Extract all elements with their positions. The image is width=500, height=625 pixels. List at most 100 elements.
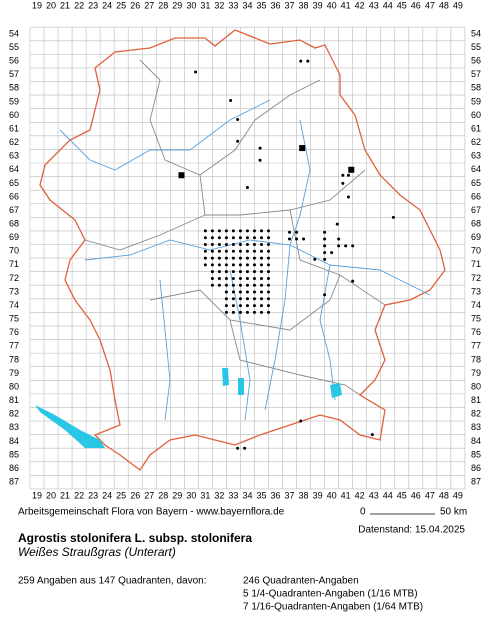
title: Agrostis stolonifera L. subsp. stolonife… <box>18 531 252 545</box>
x-label: 43 <box>369 0 379 10</box>
x-label: 31 <box>200 490 210 500</box>
y-label: 54 <box>9 28 19 38</box>
occurrence-dot <box>337 244 341 248</box>
x-label: 21 <box>60 490 70 500</box>
occurrence-dot <box>258 146 262 150</box>
x-label: 20 <box>46 490 56 500</box>
x-label: 40 <box>327 490 337 500</box>
y-label: 72 <box>471 273 481 283</box>
y-label: 85 <box>9 449 19 459</box>
occurrence-dot <box>288 237 292 241</box>
occurrence-dot <box>259 242 263 246</box>
x-label: 32 <box>214 490 224 500</box>
occurrence-dot <box>245 310 249 314</box>
x-label: 46 <box>411 0 421 10</box>
occurrence-dot <box>245 263 249 267</box>
x-label: 35 <box>256 490 266 500</box>
occurrence-dot <box>259 236 263 240</box>
occurrence-dot <box>245 290 249 294</box>
x-label: 28 <box>158 490 168 500</box>
occurrence-dot <box>252 229 256 233</box>
y-label: 80 <box>9 381 19 391</box>
x-label: 43 <box>369 490 379 500</box>
occurrence-dot <box>245 276 249 280</box>
occurrence-dot <box>203 256 207 260</box>
occurrence-dot <box>259 270 263 274</box>
occurrence-dot <box>224 229 228 233</box>
y-label: 70 <box>471 246 481 256</box>
occurrence-dot <box>346 195 350 199</box>
occurrence-dot <box>252 310 256 314</box>
occurrence-dot <box>231 270 235 274</box>
occurrence-dot <box>224 236 228 240</box>
occurrence-dot <box>245 283 249 287</box>
occurrence-dot <box>259 229 263 233</box>
occurrence-dot <box>252 236 256 240</box>
x-label: 49 <box>453 490 463 500</box>
y-label: 78 <box>9 354 19 364</box>
occurrence-dot <box>391 215 395 219</box>
occurrence-dot <box>224 276 228 280</box>
x-label: 40 <box>327 0 337 10</box>
x-label: 44 <box>383 490 393 500</box>
x-label: 30 <box>186 0 196 10</box>
occurrence-dot <box>299 419 303 423</box>
occurrence-dot <box>302 237 306 241</box>
y-label: 85 <box>471 449 481 459</box>
x-label: 42 <box>355 0 365 10</box>
y-label: 59 <box>471 96 481 106</box>
y-label: 64 <box>471 164 481 174</box>
occurrence-dot <box>238 304 242 308</box>
x-label: 19 <box>32 0 42 10</box>
x-label: 22 <box>74 490 84 500</box>
scale-start: 0 <box>360 507 366 518</box>
y-label: 67 <box>471 205 481 215</box>
occurrence-dot <box>231 242 235 246</box>
occurrence-dot <box>224 297 228 301</box>
occurrence-dot <box>330 251 334 255</box>
x-label: 31 <box>200 0 210 10</box>
occurrence-dot <box>245 304 249 308</box>
x-label: 41 <box>341 0 351 10</box>
occurrence-dot <box>370 433 374 437</box>
x-label: 25 <box>116 490 126 500</box>
y-label: 81 <box>9 395 19 405</box>
occurrence-dot <box>266 304 270 308</box>
x-label: 39 <box>313 0 323 10</box>
occurrence-dot <box>224 249 228 253</box>
occurrence-dot <box>203 236 207 240</box>
y-label: 86 <box>471 463 481 473</box>
y-label: 63 <box>9 151 19 161</box>
occurrence-dot <box>299 59 303 63</box>
y-label: 69 <box>471 232 481 242</box>
occurrence-dot <box>210 236 214 240</box>
occurrence-dot <box>335 222 339 226</box>
y-label: 61 <box>9 123 19 133</box>
occurrence-dot <box>341 181 345 185</box>
occurrence-dot <box>224 304 228 308</box>
occurrence-dot <box>259 290 263 294</box>
occurrence-dot <box>266 270 270 274</box>
x-label: 48 <box>439 0 449 10</box>
occurrence-dot <box>217 276 221 280</box>
x-label: 25 <box>116 0 126 10</box>
credit: Arbeitsgemeinschaft Flora von Bayern - w… <box>18 507 285 518</box>
occurrence-dot <box>210 283 214 287</box>
occurrence-dot <box>231 236 235 240</box>
y-label: 71 <box>471 259 481 269</box>
occurrence-dot <box>238 270 242 274</box>
y-label: 75 <box>9 314 19 324</box>
y-label: 77 <box>471 341 481 351</box>
occurrence-dot <box>252 290 256 294</box>
occurrence-dot <box>266 310 270 314</box>
occurrence-dot <box>238 229 242 233</box>
occurrence-dot <box>238 283 242 287</box>
occurrence-dot <box>231 290 235 294</box>
detail: 5 1/4-Quadranten-Angaben (1/16 MTB) <box>243 589 418 600</box>
y-label: 66 <box>9 191 19 201</box>
x-label: 32 <box>214 0 224 10</box>
occurrence-dot <box>217 283 221 287</box>
subtitle: Weißes Straußgras (Unterart) <box>18 545 176 559</box>
y-label: 82 <box>9 409 19 419</box>
y-label: 58 <box>471 83 481 93</box>
